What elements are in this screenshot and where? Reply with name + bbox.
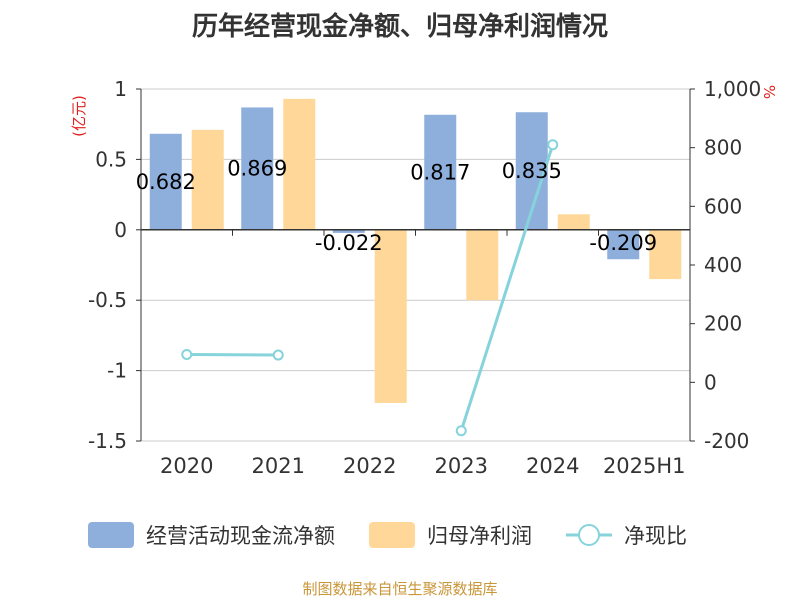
x-tick-label: 2022 bbox=[343, 454, 396, 478]
source-note: 制图数据来自恒生聚源数据库 bbox=[302, 580, 498, 598]
bar-operating-cashflow bbox=[332, 229, 365, 233]
line-point-cash-ratio bbox=[547, 139, 559, 151]
legend-label: 归母净利润 bbox=[427, 524, 532, 548]
y-right-tick-label: 200 bbox=[704, 312, 742, 336]
bar-net-profit bbox=[374, 229, 407, 403]
y-left-tick-label: 0.5 bbox=[95, 147, 127, 171]
x-tick-label: 2021 bbox=[252, 454, 305, 478]
y-right-unit-label: % bbox=[760, 85, 778, 99]
y-right-tick-label: 400 bbox=[704, 253, 742, 277]
legend-label: 经营活动现金流净额 bbox=[146, 524, 335, 548]
line-point-cash-ratio bbox=[181, 348, 193, 360]
y-right-tick-label: 0 bbox=[704, 370, 717, 394]
line-segment-cash-ratio bbox=[186, 352, 279, 357]
data-label: 0.817 bbox=[410, 160, 470, 184]
x-tick-label: 2023 bbox=[435, 454, 488, 478]
bar-operating-cashflow bbox=[424, 114, 457, 230]
y-left-tick-label: -1 bbox=[107, 359, 127, 383]
bar-operating-cashflow bbox=[607, 229, 640, 260]
y-right-tick-label: 600 bbox=[704, 194, 742, 218]
y-right-tick-label: 1,000 bbox=[704, 77, 761, 101]
data-label: -0.209 bbox=[589, 231, 657, 255]
x-tick-label: 2020 bbox=[160, 454, 213, 478]
line-point-cash-ratio bbox=[272, 349, 284, 361]
legend-marker bbox=[578, 524, 600, 546]
bar-operating-cashflow bbox=[149, 133, 182, 230]
legend-swatch bbox=[369, 522, 415, 548]
legend-swatch bbox=[88, 522, 134, 548]
x-tick-label: 2025H1 bbox=[603, 454, 686, 478]
line-point-cash-ratio bbox=[455, 425, 467, 437]
line-segment-cash-ratio bbox=[459, 144, 555, 432]
y-right-tick-label: -200 bbox=[704, 429, 749, 453]
bar-net-profit bbox=[557, 214, 590, 230]
bar-net-profit bbox=[283, 98, 316, 230]
data-label: 0.682 bbox=[136, 170, 196, 194]
chart-title: 历年经营现金净额、归母净利润情况 bbox=[191, 12, 608, 42]
y-left-tick-label: 1 bbox=[114, 77, 127, 101]
y-left-unit-label: (亿元) bbox=[70, 95, 88, 137]
data-label: 0.869 bbox=[227, 157, 287, 181]
data-label: -0.022 bbox=[315, 231, 383, 255]
y-left-tick-label: -1.5 bbox=[88, 429, 127, 453]
x-tick-label: 2024 bbox=[526, 454, 579, 478]
bar-net-profit bbox=[191, 129, 224, 230]
bar-net-profit bbox=[466, 229, 499, 301]
bar-operating-cashflow bbox=[241, 107, 274, 230]
y-right-tick-label: 800 bbox=[704, 136, 742, 160]
y-left-tick-label: 0 bbox=[114, 218, 127, 242]
data-label: 0.835 bbox=[502, 159, 562, 183]
bar-net-profit bbox=[649, 229, 682, 280]
y-left-tick-label: -0.5 bbox=[88, 288, 127, 312]
legend-label: 净现比 bbox=[624, 524, 687, 548]
